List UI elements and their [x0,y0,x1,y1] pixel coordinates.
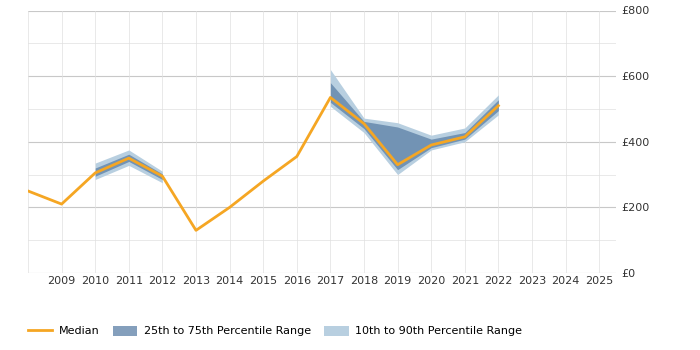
Legend: Median, 25th to 75th Percentile Range, 10th to 90th Percentile Range: Median, 25th to 75th Percentile Range, 1… [23,321,527,341]
